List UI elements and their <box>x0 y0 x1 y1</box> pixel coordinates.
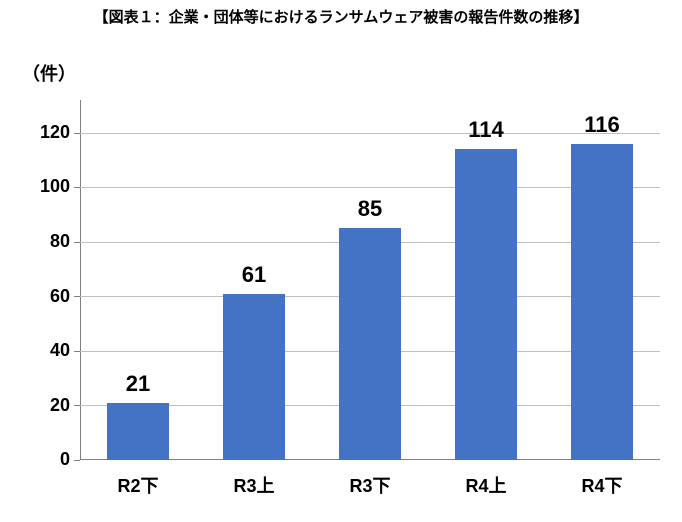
x-category-label: R2下 <box>87 472 189 498</box>
y-tick-label: 100 <box>20 176 70 197</box>
y-tick-label: 0 <box>20 449 70 470</box>
bar-value-label: 85 <box>319 196 421 222</box>
bar <box>455 149 517 460</box>
figure-container: 【図表１：企業・団体等におけるランサムウェア被害の報告件数の推移】 （件） 02… <box>0 0 682 522</box>
bar-value-label: 116 <box>551 112 653 138</box>
y-tick-mark <box>74 242 80 243</box>
bar-value-label: 114 <box>435 117 537 143</box>
y-tick-mark <box>74 460 80 461</box>
y-tick-mark <box>74 187 80 188</box>
y-tick-mark <box>74 405 80 406</box>
y-tick-label: 60 <box>20 286 70 307</box>
bar-value-label: 21 <box>87 371 189 397</box>
plot-area: 02040608010012021R2下61R3上85R3下114R4上116R… <box>80 100 660 460</box>
x-category-label: R3下 <box>319 472 421 498</box>
bar <box>107 403 169 460</box>
x-category-label: R4下 <box>551 472 653 498</box>
bar <box>571 144 633 460</box>
y-tick-label: 120 <box>20 122 70 143</box>
bar <box>339 228 401 460</box>
x-category-label: R3上 <box>203 472 305 498</box>
y-axis-unit-label: （件） <box>22 60 76 86</box>
y-tick-mark <box>74 133 80 134</box>
y-tick-label: 20 <box>20 395 70 416</box>
y-tick-mark <box>74 296 80 297</box>
y-tick-mark <box>74 351 80 352</box>
chart-title: 【図表１：企業・団体等におけるランサムウェア被害の報告件数の推移】 <box>0 6 682 27</box>
bar-value-label: 61 <box>203 262 305 288</box>
y-tick-label: 80 <box>20 231 70 252</box>
bar <box>223 294 285 460</box>
x-category-label: R4上 <box>435 472 537 498</box>
y-tick-label: 40 <box>20 340 70 361</box>
